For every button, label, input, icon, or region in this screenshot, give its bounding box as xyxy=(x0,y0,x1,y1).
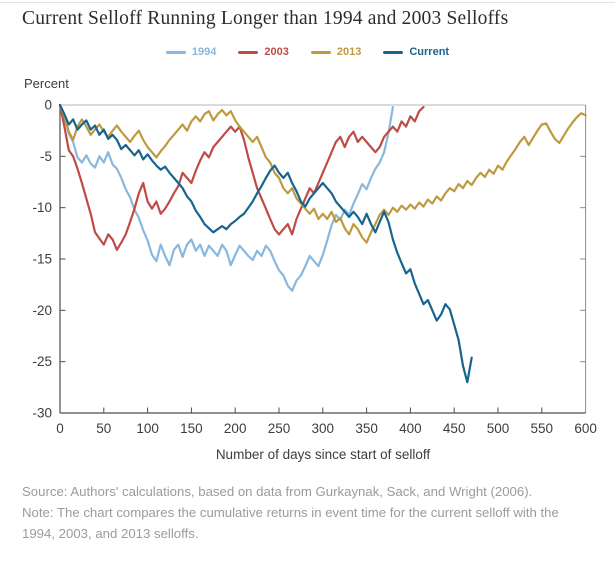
legend-swatch-2003 xyxy=(238,50,259,54)
svg-text:500: 500 xyxy=(487,421,510,436)
y-axis-title: Percent xyxy=(24,76,69,91)
svg-text:50: 50 xyxy=(96,421,111,436)
svg-text:100: 100 xyxy=(136,421,159,436)
svg-text:-30: -30 xyxy=(32,406,52,421)
svg-text:250: 250 xyxy=(268,421,291,436)
source-note-block: Source: Authors' calculations, based on … xyxy=(22,481,602,544)
svg-text:550: 550 xyxy=(531,421,554,436)
note-line-2: 1994, 2003, and 2013 selloffs. xyxy=(22,526,199,541)
svg-text:-20: -20 xyxy=(32,303,52,318)
svg-text:0: 0 xyxy=(56,421,64,436)
x-axis-title: Number of days since start of selloff xyxy=(215,447,431,462)
chart-legend: 1994 2003 2013 Current xyxy=(0,46,615,58)
svg-text:150: 150 xyxy=(180,421,203,436)
svg-text:-5: -5 xyxy=(40,149,52,164)
legend-label-1994: 1994 xyxy=(191,46,217,58)
top-divider xyxy=(0,2,615,3)
svg-text:-15: -15 xyxy=(32,252,52,267)
svg-text:600: 600 xyxy=(574,421,597,436)
legend-item-current: Current xyxy=(383,46,449,58)
chart-title: Current Selloff Running Longer than 1994… xyxy=(22,8,509,29)
svg-text:-10: -10 xyxy=(32,200,52,215)
legend-label-2013: 2013 xyxy=(336,46,362,58)
legend-item-2003: 2003 xyxy=(238,46,289,58)
legend-label-current: Current xyxy=(409,46,450,58)
svg-text:0: 0 xyxy=(44,98,52,113)
source-line: Source: Authors' calculations, based on … xyxy=(22,484,533,499)
svg-text:350: 350 xyxy=(355,421,378,436)
legend-label-2003: 2003 xyxy=(264,46,289,58)
line-chart-plot: 0 -5 -10 -15 -20 -25 -30 0 50 100 150 200 250 300 350 4… xyxy=(32,98,597,437)
note-line-1: Note: The chart compares the cumulative … xyxy=(22,505,559,520)
svg-text:-25: -25 xyxy=(32,354,52,369)
legend-item-2013: 2013 xyxy=(310,46,362,58)
legend-swatch-current xyxy=(383,50,404,54)
legend-swatch-1994 xyxy=(165,50,186,54)
legend-swatch-2013 xyxy=(310,50,331,54)
svg-text:450: 450 xyxy=(443,421,466,436)
svg-text:200: 200 xyxy=(224,421,247,436)
svg-text:400: 400 xyxy=(399,421,422,436)
svg-text:300: 300 xyxy=(312,421,335,436)
legend-item-1994: 1994 xyxy=(165,46,217,58)
